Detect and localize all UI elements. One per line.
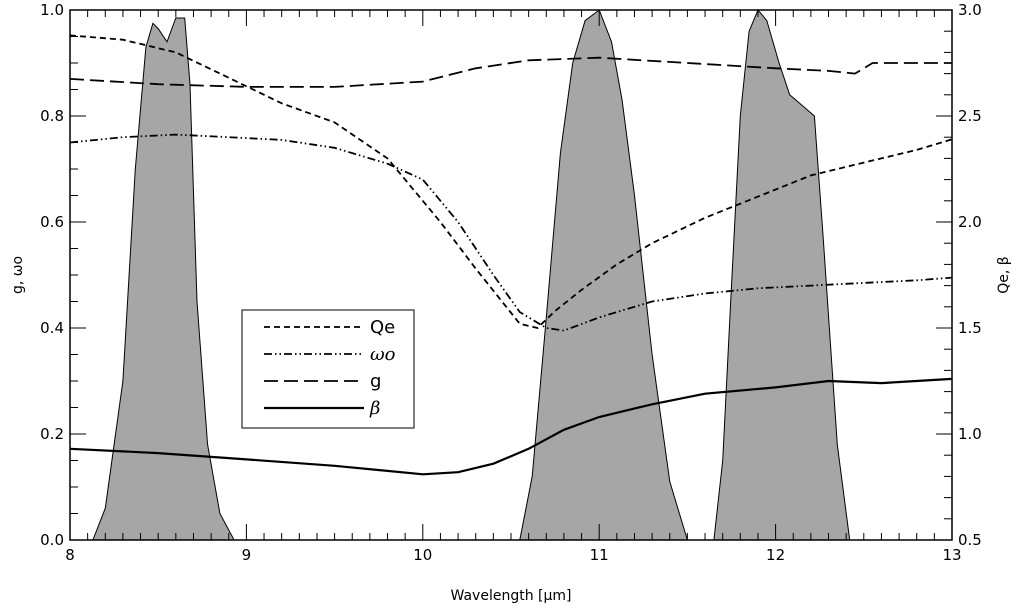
legend-label-1: Qe [370,317,395,338]
y-left-tick-label: 0.4 [40,319,64,337]
data-series [69,34,953,476]
y-left-tick-label: 1.0 [40,1,64,19]
y-right-tick-label: 3.0 [958,1,982,19]
series-line-2 [69,133,953,332]
y-left-tick-label: 0.0 [40,531,64,549]
y-right-tick-label: 2.0 [958,213,982,231]
axes: 8 9 10 11 12 13 0.0 0.2 0.4 0.6 0.8 1.0 0.5 1.0 1.5 2.0… [40,1,982,564]
y-left-tick-label: 0.6 [40,213,64,231]
x-axis-title: Wavelength [μm] [451,588,572,604]
x-tick-label: 9 [242,546,252,564]
legend-label-2: ωo [370,344,396,365]
series-line-4 [69,377,953,476]
axis-labels: Wavelength [μm] g, ωo Qe, β [10,256,1012,604]
x-tick-label: 12 [766,546,785,564]
series-line-3 [69,56,952,88]
legend-label-3: g [370,371,381,392]
x-tick-label: 11 [590,546,609,564]
y-right-tick-label: 1.0 [958,425,982,443]
y-axis-left-title: g, ωo [10,256,26,294]
x-tick-label: 10 [413,546,432,564]
y-right-tick-label: 0.5 [958,531,982,549]
y-axis-right-title: Qe, β [996,256,1012,293]
filter-band-1 [92,17,235,541]
x-tick-label: 8 [65,546,75,564]
y-right-tick-label: 2.5 [958,107,982,125]
x-tick-label: 13 [942,546,961,564]
legend-label-4: β [369,398,380,419]
legend: Qe ωo gβ [241,309,415,429]
filter-band-3 [713,9,851,541]
series-line-1 [69,34,953,329]
y-left-tick-label: 0.2 [40,425,64,443]
y-right-tick-label: 1.5 [958,319,982,337]
y-left-tick-label: 0.8 [40,107,64,125]
